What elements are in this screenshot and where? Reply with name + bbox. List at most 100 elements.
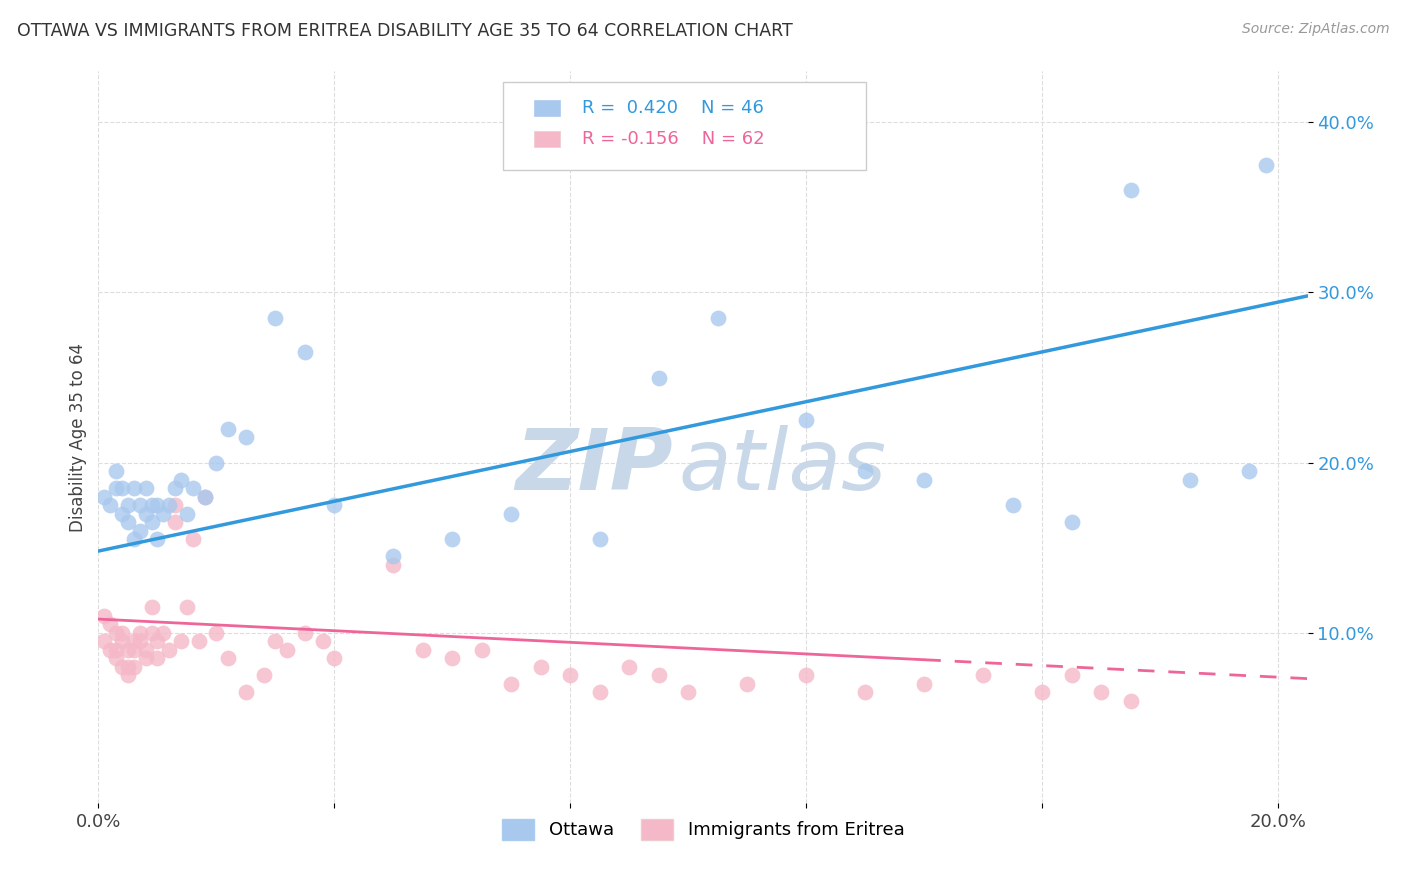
Point — [141, 498, 163, 512]
Text: atlas: atlas — [679, 425, 887, 508]
Point — [170, 634, 193, 648]
Text: OTTAWA VS IMMIGRANTS FROM ERITREA DISABILITY AGE 35 TO 64 CORRELATION CHART: OTTAWA VS IMMIGRANTS FROM ERITREA DISABI… — [17, 22, 793, 40]
Point — [441, 532, 464, 546]
Point — [165, 498, 187, 512]
Point — [105, 464, 128, 478]
Legend: Ottawa, Immigrants from Eritrea: Ottawa, Immigrants from Eritrea — [492, 810, 914, 848]
Point — [141, 600, 163, 615]
Point — [205, 625, 228, 640]
Point — [176, 600, 198, 615]
Point — [157, 642, 180, 657]
Point — [98, 498, 121, 512]
Point — [1119, 694, 1142, 708]
Point — [276, 642, 298, 657]
Point — [111, 625, 134, 640]
Point — [205, 456, 228, 470]
Point — [794, 413, 817, 427]
Point — [735, 677, 758, 691]
Point — [560, 668, 582, 682]
Point — [117, 659, 139, 673]
Point — [1256, 158, 1278, 172]
Point — [501, 677, 523, 691]
Point — [135, 642, 157, 657]
Point — [176, 507, 198, 521]
Point — [294, 625, 316, 640]
Point — [235, 685, 257, 699]
Point — [128, 498, 150, 512]
Point — [912, 473, 935, 487]
Point — [530, 659, 553, 673]
Point — [141, 515, 163, 529]
Point — [412, 642, 434, 657]
Point — [181, 532, 204, 546]
Point — [146, 532, 169, 546]
Point — [146, 651, 169, 665]
Point — [1001, 498, 1024, 512]
Point — [152, 507, 174, 521]
Point — [128, 634, 150, 648]
Point — [146, 634, 169, 648]
Point — [441, 651, 464, 665]
Point — [117, 498, 139, 512]
Point — [111, 659, 134, 673]
FancyBboxPatch shape — [534, 100, 561, 116]
Point — [589, 685, 612, 699]
Point — [98, 642, 121, 657]
Point — [264, 634, 287, 648]
Point — [157, 498, 180, 512]
Point — [105, 481, 128, 495]
Point — [217, 651, 239, 665]
Text: Source: ZipAtlas.com: Source: ZipAtlas.com — [1241, 22, 1389, 37]
Point — [122, 532, 145, 546]
Point — [382, 549, 405, 563]
Point — [252, 668, 274, 682]
Point — [122, 659, 145, 673]
Point — [678, 685, 700, 699]
Point — [93, 634, 115, 648]
Point — [117, 668, 139, 682]
Point — [93, 608, 115, 623]
Point — [794, 668, 817, 682]
Point — [706, 311, 728, 326]
Point — [93, 490, 115, 504]
Point — [1178, 473, 1201, 487]
Point — [128, 625, 150, 640]
Point — [1119, 183, 1142, 197]
Point — [1237, 464, 1260, 478]
FancyBboxPatch shape — [534, 131, 561, 147]
Point — [135, 651, 157, 665]
Point — [122, 481, 145, 495]
Text: R = -0.156    N = 62: R = -0.156 N = 62 — [582, 130, 765, 148]
Point — [589, 532, 612, 546]
Point — [111, 634, 134, 648]
Point — [912, 677, 935, 691]
Point — [122, 634, 145, 648]
Point — [1031, 685, 1053, 699]
Point — [311, 634, 333, 648]
Point — [152, 625, 174, 640]
Point — [111, 481, 134, 495]
Point — [1090, 685, 1112, 699]
Point — [648, 370, 671, 384]
Point — [323, 651, 346, 665]
Point — [117, 642, 139, 657]
Point — [264, 311, 287, 326]
Point — [165, 515, 187, 529]
Point — [1060, 668, 1083, 682]
Point — [235, 430, 257, 444]
Point — [181, 481, 204, 495]
Point — [146, 498, 169, 512]
Point — [648, 668, 671, 682]
Point — [105, 651, 128, 665]
Point — [972, 668, 994, 682]
Point — [471, 642, 494, 657]
Point — [853, 464, 876, 478]
Point — [619, 659, 641, 673]
Point — [187, 634, 209, 648]
Point — [323, 498, 346, 512]
Point — [122, 642, 145, 657]
FancyBboxPatch shape — [503, 82, 866, 170]
Point — [170, 473, 193, 487]
Point — [141, 625, 163, 640]
Point — [111, 507, 134, 521]
